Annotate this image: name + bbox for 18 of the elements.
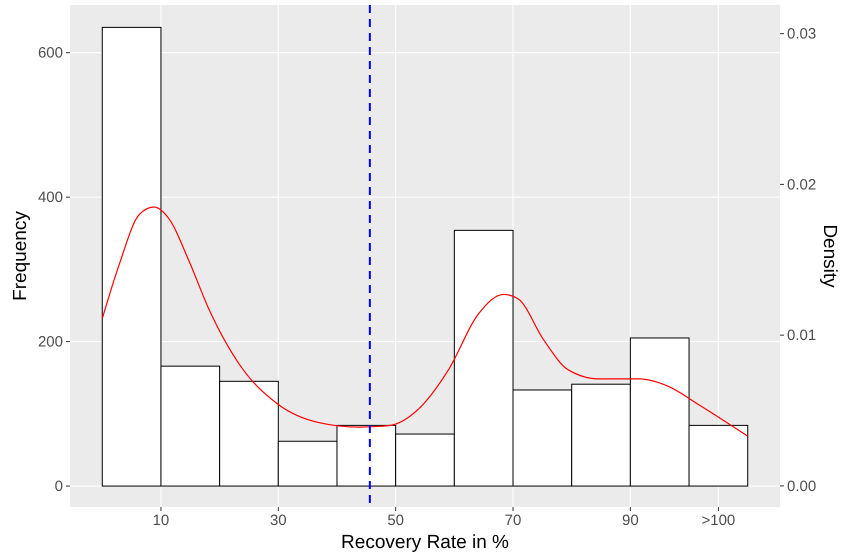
y-tick-label: 600 [38,44,63,62]
x-tick-label: 70 [504,512,522,529]
x-tick-label: 30 [270,512,287,529]
line-series [102,206,748,437]
x-tick-label: >100 [701,512,736,529]
y-tick-label: 400 [38,189,63,206]
x-tick-label: 50 [387,512,404,529]
y-tick-label: 200 [38,334,63,351]
y2-tick-label: 0.01 [787,327,816,344]
x-tick-label: 90 [622,512,639,529]
y2-tick-label: 0.02 [787,176,816,194]
x-tick-label: 10 [152,512,170,529]
y2-tick-label: 0.00 [787,478,816,495]
y-tick-label: 0 [54,478,63,496]
y2-tick-label: 0.03 [787,26,816,43]
y-axis-title: Frequency [10,210,31,301]
y2-axis-title: Density [819,224,840,288]
x-axis-title: Recovery Rate in % [341,532,510,553]
